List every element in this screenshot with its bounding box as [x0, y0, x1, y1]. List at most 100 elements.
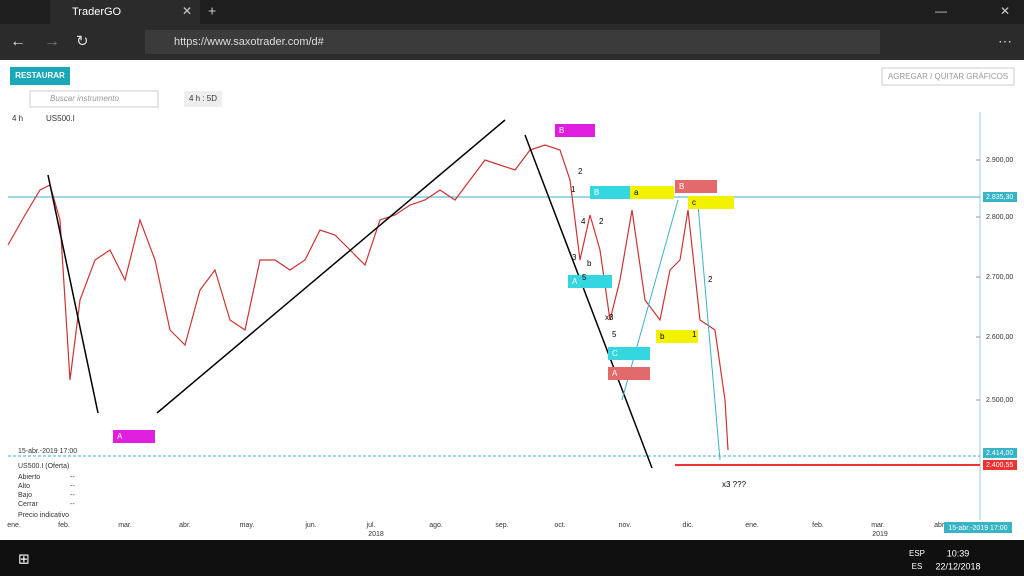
lang-bottom: ES	[912, 562, 923, 571]
info-row-label: Abierto	[18, 474, 40, 481]
wave-label: 5	[612, 330, 617, 339]
x-tick-label: oct.	[554, 522, 565, 529]
timeframe-label: 4 h : 5D	[189, 94, 217, 103]
close[interactable]: ✕	[1000, 4, 1010, 18]
info-row-value: --	[70, 501, 75, 508]
annotation-label: a	[634, 188, 639, 197]
x-tick-label: mar.	[871, 522, 885, 529]
price-tag	[983, 460, 1017, 470]
wave-label: 5	[582, 273, 587, 282]
y-tick-label: 2.700,00	[986, 274, 1013, 281]
price-tag-label: 2.400,55	[986, 462, 1013, 469]
add-remove-label: AGREGAR / QUITAR GRÁFICOS	[888, 72, 1008, 81]
annotation-label: A	[572, 277, 578, 286]
wave-line	[621, 199, 679, 401]
taskbar	[0, 540, 1024, 576]
x-tick-label: jun.	[304, 522, 316, 529]
annotation-box	[656, 330, 698, 343]
clock-date: 22/12/2018	[935, 561, 980, 571]
lang-top: ESP	[909, 549, 925, 558]
wave-label: 1	[692, 330, 697, 339]
new-tab[interactable]: +	[208, 3, 216, 19]
wave-label: 2	[708, 275, 713, 284]
annotation-box	[113, 430, 155, 443]
price-series	[7, 144, 729, 451]
wave-label: b	[587, 259, 592, 268]
x-tick-label: abr.	[179, 522, 191, 529]
date-tag-label: 15-abr.-2019 17:00	[948, 525, 1007, 532]
annotation-label: A	[612, 369, 618, 378]
x-tick-label: feb.	[812, 522, 824, 529]
annotation-label: C	[612, 349, 618, 358]
x-tick-label: feb.	[58, 522, 70, 529]
info-note: Precio indicativo	[18, 512, 69, 519]
tab-close[interactable]: ✕	[182, 4, 192, 18]
annotation-box	[608, 347, 650, 360]
restore-button[interactable]	[10, 67, 70, 85]
y-tick-label: 2.800,00	[986, 214, 1013, 221]
minimize[interactable]: —	[935, 4, 947, 18]
price-tag	[983, 448, 1017, 458]
date-tag	[944, 522, 1012, 533]
wave-label: x3 ???	[722, 480, 747, 489]
arrow	[156, 119, 506, 414]
year-label: 2018	[368, 531, 384, 538]
info-date: 15-abr.-2019 17:00	[18, 448, 77, 455]
address-field[interactable]	[145, 30, 880, 54]
annotation-label: A	[117, 432, 123, 441]
chart-timeframe: 4 h	[12, 114, 23, 123]
x-tick-label: nov.	[619, 522, 632, 529]
annotation-box	[608, 367, 650, 380]
search-placeholder: Buscar instrumento	[50, 94, 119, 103]
annotation-label: B	[679, 182, 684, 191]
app	[0, 60, 1024, 540]
x-tick-label: mar.	[118, 522, 132, 529]
x-tick-label: abr.	[934, 522, 946, 529]
info-row-value: --	[70, 492, 75, 499]
clock-time: 10:39	[947, 548, 970, 558]
restore-label: RESTAURAR	[15, 71, 65, 80]
price-tag	[983, 192, 1017, 202]
search-field[interactable]	[29, 90, 159, 108]
tab[interactable]	[50, 0, 200, 24]
info-row-label: Alto	[18, 483, 30, 490]
timeframe-button[interactable]	[184, 91, 222, 107]
info-instrument: US500.I (Oferta)	[18, 463, 69, 470]
annotation-box	[675, 180, 717, 193]
back[interactable]: ←	[10, 33, 26, 50]
x-tick-label: ene.	[745, 522, 759, 529]
annotation-label: b	[660, 332, 665, 341]
annotation-box	[590, 186, 630, 199]
x-tick-label: ene.	[7, 522, 21, 529]
x-tick-label: may.	[240, 522, 255, 529]
wave-line	[697, 204, 721, 461]
wave-label: 3	[572, 253, 577, 262]
info-row-value: --	[70, 483, 75, 490]
x-tick-label: dic.	[683, 522, 694, 529]
add-remove-button[interactable]	[881, 67, 1015, 86]
wave-label: 2	[578, 167, 583, 176]
start-button[interactable]: ⊞	[18, 551, 30, 567]
y-tick-label: 2.500,00	[986, 397, 1013, 404]
y-tick-label: 2.900,00	[986, 157, 1013, 164]
x-tick-label: ago.	[429, 522, 443, 529]
url: https://www.saxotrader.com/d#	[174, 36, 325, 48]
info-row-value: --	[70, 474, 75, 481]
annotation-box	[688, 196, 734, 209]
tab-title: TraderGO	[72, 6, 122, 18]
more[interactable]: ···	[998, 33, 1012, 49]
wave-label: 2	[599, 217, 604, 226]
chart-instrument: US500.I	[46, 114, 75, 123]
annotation-label: B	[594, 188, 599, 197]
forward[interactable]: →	[44, 33, 60, 50]
refresh[interactable]: ↻	[76, 33, 89, 50]
info-row-label: Bajo	[18, 492, 32, 499]
price-tag-label: 2.414,00	[986, 450, 1013, 457]
arrow	[524, 134, 653, 469]
price-tag-label: 2.835,30	[986, 194, 1013, 201]
year-label: 2019	[872, 531, 888, 538]
annotation-box	[630, 186, 674, 199]
wave-label: 1	[571, 185, 576, 194]
